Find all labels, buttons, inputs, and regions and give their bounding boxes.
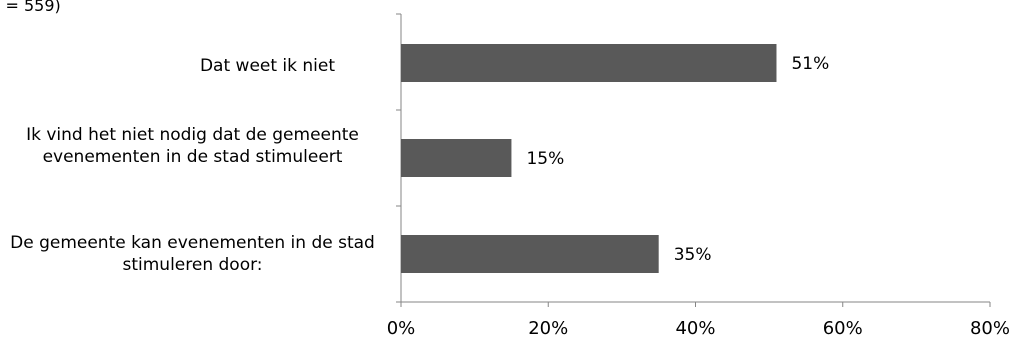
data-label-1: 15% [526, 149, 564, 169]
bar-1 [401, 139, 512, 177]
category-label-2: De gemeente kan evenementen in de stad s… [10, 233, 375, 275]
sample-size-note: (n = 559) [0, 0, 61, 15]
x-tick-label-4: 80% [970, 318, 1010, 339]
category-label-0: Dat weet ik niet [199, 56, 336, 76]
bar-0 [401, 44, 777, 82]
data-label-0: 51% [791, 54, 829, 74]
data-label-2: 35% [674, 245, 712, 265]
bar-2 [401, 235, 659, 273]
bars [401, 44, 777, 273]
x-tick-label-3: 60% [823, 318, 863, 339]
x-tick-label-0: 0% [387, 318, 416, 339]
x-tick-label-2: 40% [675, 318, 715, 339]
data-labels: 51% 15% 35% [526, 54, 829, 265]
x-tick-labels: 0% 20% 40% 60% 80% [387, 318, 1010, 339]
x-tick-label-1: 20% [528, 318, 568, 339]
category-label-1: Ik vind het niet nodig dat de gemeente e… [26, 125, 359, 167]
